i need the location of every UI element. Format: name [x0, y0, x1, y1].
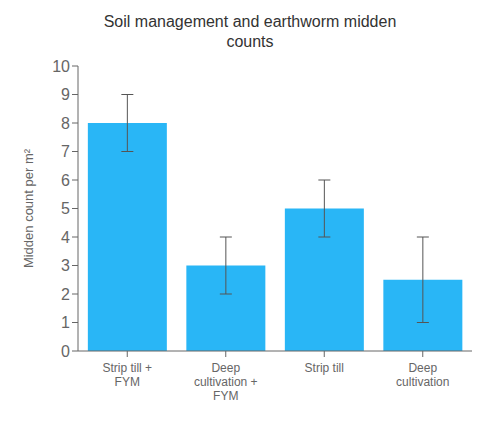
svg-text:Strip till +FYM: Strip till +FYM	[102, 361, 152, 389]
svg-text:10: 10	[52, 58, 70, 75]
svg-text:6: 6	[61, 172, 70, 189]
svg-text:4: 4	[61, 229, 70, 246]
html-text:Soil management and earthworm: Soil management and earthworm midden	[103, 13, 397, 30]
svg-text:Midden count per m²: Midden count per m²	[21, 148, 36, 268]
svg-text:Strip till: Strip till	[305, 361, 344, 375]
svg-text:8: 8	[61, 115, 70, 132]
svg-text:Deepcultivation +FYM: Deepcultivation +FYM	[194, 361, 258, 404]
svg-text:9: 9	[61, 86, 70, 103]
svg-text:2: 2	[61, 286, 70, 303]
svg-text:0: 0	[61, 343, 70, 360]
svg-text:1: 1	[61, 314, 70, 331]
svg-text:Deepcultivation: Deepcultivation	[396, 361, 449, 389]
html-text:counts: counts	[226, 33, 274, 50]
svg-text:3: 3	[61, 257, 70, 274]
svg-text:7: 7	[61, 143, 70, 160]
svg-text:5: 5	[61, 200, 70, 217]
